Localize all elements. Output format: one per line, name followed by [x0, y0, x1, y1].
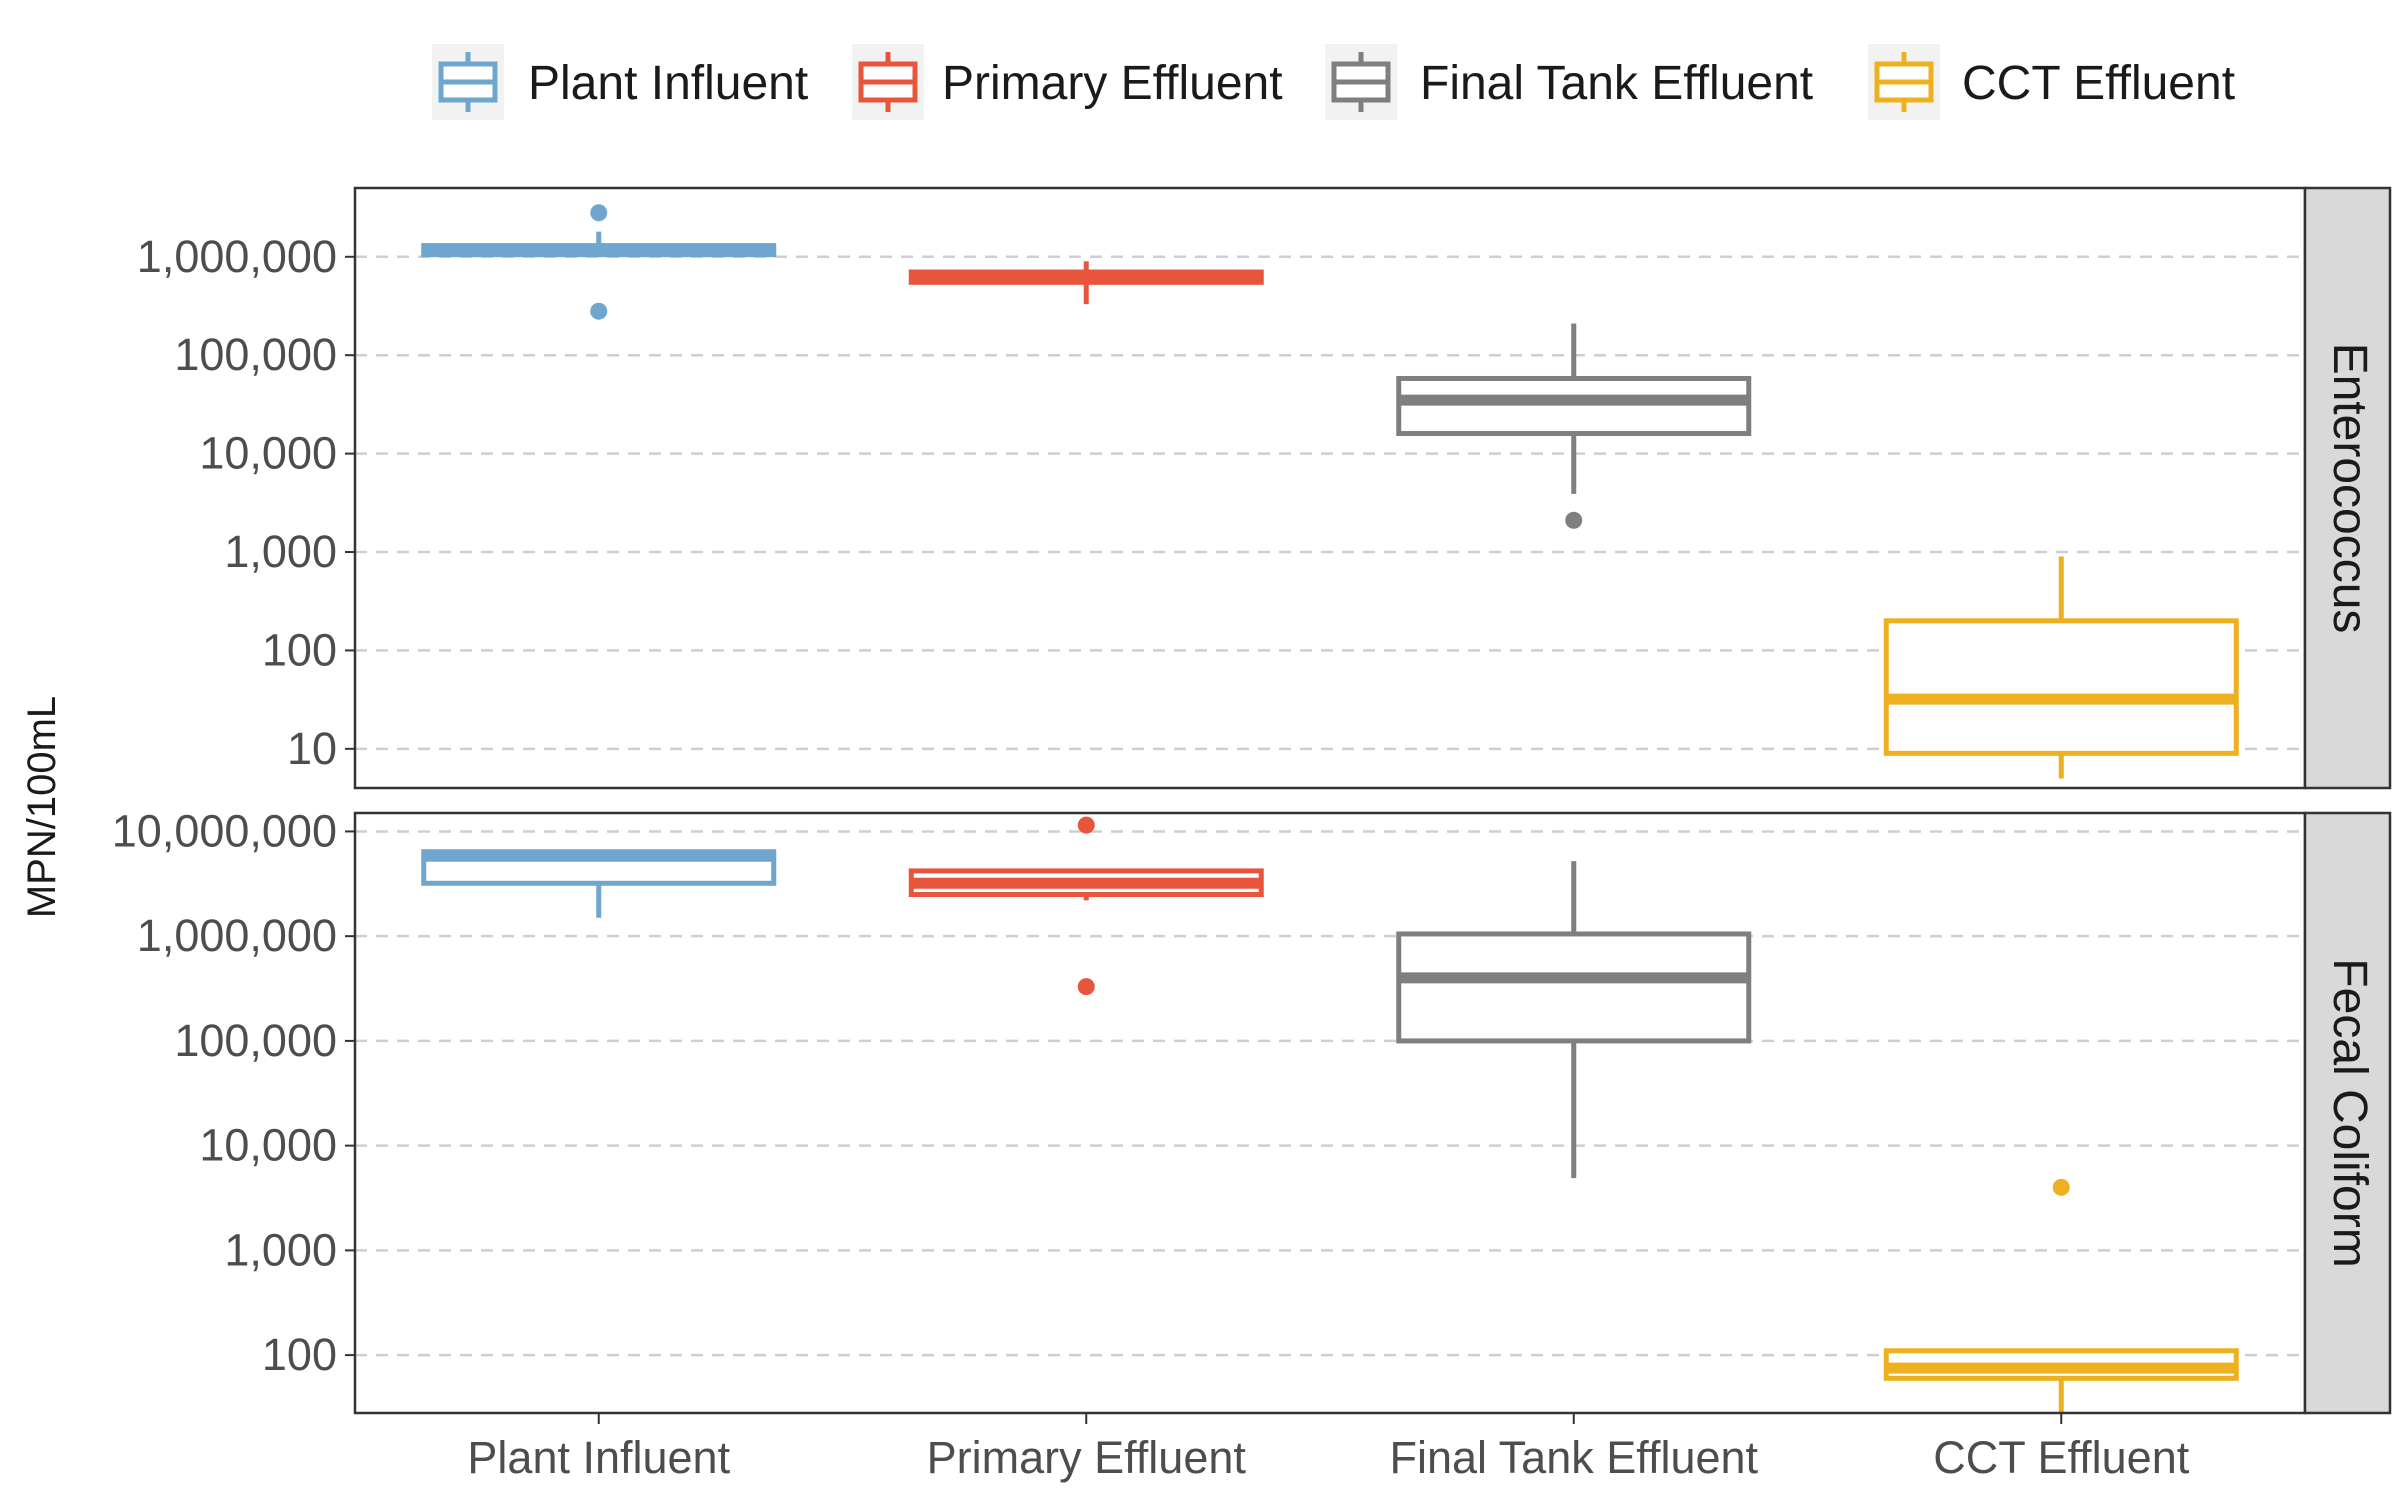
box-primary-effluent	[908, 816, 1264, 996]
strip-background	[2303, 811, 2392, 1415]
y-tick-label: 1,000	[224, 526, 337, 577]
box-final-tank-effluent	[1396, 323, 1752, 529]
outlier-point	[1077, 978, 1095, 996]
y-tick-label: 1,000,000	[137, 231, 337, 282]
y-tick-label: 100	[262, 1329, 337, 1380]
y-tick-label: 1,000,000	[137, 910, 337, 961]
panel-enterococcus: 10 100 1,000 10,000 100,000 1,000,000 Enteroco…	[137, 186, 2392, 790]
y-tick-label: 1,000	[224, 1224, 337, 1275]
strip-label: Fecal Coliform	[2323, 958, 2376, 1267]
y-tick-label: 10	[287, 723, 337, 774]
box-plant-influent	[421, 204, 777, 320]
legend-item-cct-effluent: CCT Effluent	[1868, 44, 2235, 120]
x-tick-label: Primary Effluent	[927, 1432, 1247, 1483]
box-body	[1396, 375, 1752, 437]
outlier-point	[2052, 1178, 2070, 1196]
box-cct-effluent	[1883, 556, 2239, 779]
legend-item-primary-effluent: Primary Effluent	[852, 44, 1283, 120]
x-tick-label: Plant Influent	[467, 1432, 730, 1483]
facet-strip: Fecal Coliform	[2303, 811, 2392, 1415]
y-axis-title: MPN/100mL	[20, 696, 64, 918]
strip-label: Enterococcus	[2323, 343, 2376, 634]
panels: 10 100 1,000 10,000 100,000 1,000,000 Enteroco…	[112, 186, 2392, 1415]
box-final-tank-effluent	[1396, 861, 1752, 1179]
y-tick-label: 10,000	[199, 428, 337, 479]
panel-fecal-coliform: 100 1,000 10,000 100,000 1,000,000 10,000,000…	[112, 805, 2392, 1415]
x-tick-label: Final Tank Effluent	[1389, 1432, 1758, 1483]
box-plant-influent	[421, 849, 777, 918]
box-body	[1883, 618, 2239, 756]
outlier-point	[1077, 816, 1095, 834]
legend-label: Plant Influent	[528, 57, 808, 110]
box-primary-effluent	[908, 261, 1264, 305]
legend-label: Primary Effluent	[942, 57, 1283, 110]
legend: Plant Influent Primary Effluent Final Tank…	[432, 44, 2235, 120]
y-tick-label: 10,000	[199, 1120, 337, 1171]
outlier-point	[590, 302, 608, 320]
facet-strip: Enterococcus	[2303, 186, 2392, 790]
y-tick-label: 100,000	[174, 1015, 337, 1066]
strip-background	[2303, 186, 2392, 790]
outlier-point	[590, 204, 608, 222]
panel-background	[355, 813, 2305, 1413]
legend-item-final-tank-effluent: Final Tank Effluent	[1325, 44, 1813, 120]
outlier-point	[1565, 511, 1583, 529]
y-tick-label: 100	[262, 624, 337, 675]
box-body	[1396, 931, 1752, 1044]
y-tick-label: 100,000	[174, 329, 337, 380]
x-tick-label: CCT Effluent	[1933, 1432, 2189, 1483]
y-tick-label: 10,000,000	[112, 805, 337, 856]
box-cct-effluent	[1883, 1178, 2239, 1413]
x-axis: Plant Influent Primary Effluent Final Tank…	[467, 1413, 2190, 1483]
legend-item-plant-influent: Plant Influent	[432, 44, 808, 120]
legend-label: CCT Effluent	[1962, 57, 2235, 110]
legend-label: Final Tank Effluent	[1420, 57, 1813, 110]
